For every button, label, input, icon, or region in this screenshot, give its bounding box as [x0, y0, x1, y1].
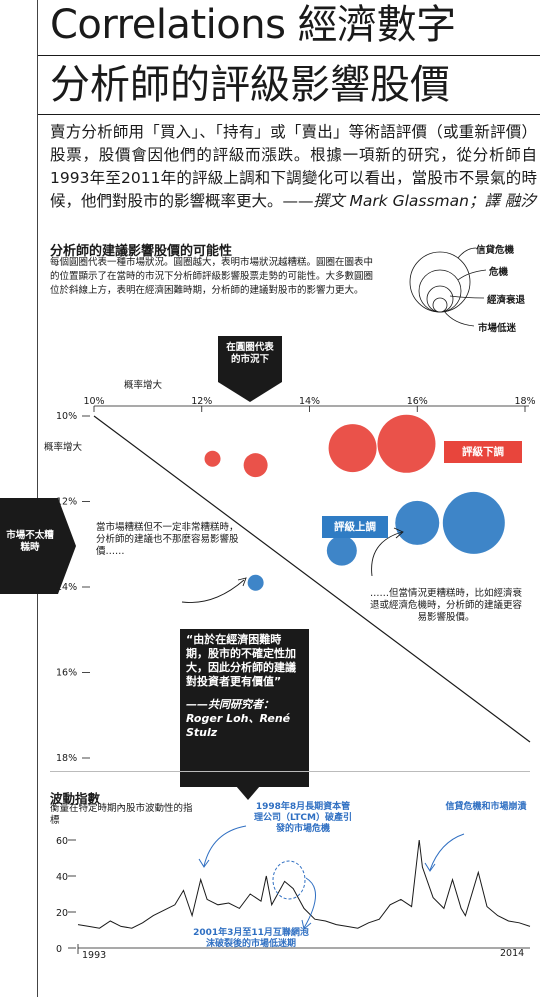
ltcm-arrowhead	[198, 858, 210, 868]
column-title: Correlations 經濟數字	[50, 2, 456, 48]
y-tick-label: 12%	[56, 497, 77, 508]
x-tick-label: 12%	[191, 396, 212, 407]
note-left-arrow	[181, 579, 245, 603]
data-bubble	[395, 500, 440, 545]
y-tick-label: 16%	[56, 668, 77, 679]
diagonal-reference-line	[93, 415, 531, 743]
intro-paragraph: 賣方分析師用「買入」、「持有」或「賣出」等術語評價（或重新評價）股票，股價會因他…	[50, 121, 537, 213]
byline: 撰文 Mark Glassman；譯 融汐	[313, 192, 536, 210]
size-legend	[409, 247, 487, 327]
x-tick-label: 14%	[299, 396, 320, 407]
size-legend-label: 市場低迷	[478, 323, 517, 334]
credit-arrow	[429, 833, 465, 871]
upgrade-badge: 評級上調	[322, 516, 388, 538]
y-axis-label: 概率增大	[44, 441, 83, 453]
note-right-arrow	[371, 531, 403, 577]
bubble-chart-title: 分析師的建議影響股價的可能性	[50, 244, 233, 259]
data-bubble	[442, 491, 505, 554]
credit-crisis-annotation: 信貸危機和市場崩潰	[445, 802, 527, 812]
y-tick-label: 18%	[56, 753, 77, 764]
y-tick-label: 0	[56, 944, 62, 955]
data-bubble	[204, 450, 221, 467]
note-left: 當市場糟糕但不一定非常糟糕時，分析師的建議也不那麼容易影響股價……	[96, 522, 239, 557]
y-tick-label: 40	[56, 872, 68, 883]
data-bubble	[247, 574, 264, 591]
credit-arrowhead	[424, 862, 436, 872]
data-bubble	[326, 535, 357, 566]
section-divider	[50, 771, 530, 772]
intro-text: 賣方分析師用「買入」、「持有」或「賣出」等術語評價（或重新評價）股票，股價會因他…	[50, 123, 537, 210]
quote-box: “由於在經濟困難時期，股市的不確定性加大，因此分析師的建議對投資者更有價值” —…	[180, 629, 309, 787]
left-tab-shape	[0, 498, 76, 594]
dotcom-arrowhead	[301, 919, 312, 930]
note-right-arrowhead	[393, 527, 404, 539]
y-tick-label: 14%	[56, 582, 77, 593]
left-tab-label: 市場不太糟糕時	[6, 530, 54, 553]
x-tick-label: 16%	[407, 396, 428, 407]
circle-meaning-callout: 在圓圈代表的市況下	[226, 342, 274, 365]
size-legend-label: 經濟衰退	[487, 295, 526, 306]
ltcm-arrow	[203, 825, 247, 867]
ltcm-annotation: 1998年8月長期資本管理公司（LTCM）破產引發的市場危機	[254, 802, 352, 834]
dotcom-annotation: 2001年3月至11月互聯網泡沫破裂後的市場低迷期	[193, 928, 309, 949]
headline-divider	[38, 114, 540, 115]
data-bubble	[328, 424, 377, 473]
data-bubble	[377, 414, 436, 473]
quote-pointer	[236, 786, 260, 800]
dotcom-highlight-ellipse	[272, 860, 306, 900]
size-legend-label: 信貸危機	[476, 245, 515, 256]
x-axis-label: 概率增大	[124, 379, 163, 391]
title-divider	[38, 55, 540, 56]
y-tick-label: 10%	[56, 411, 77, 422]
dotcom-arrow	[303, 877, 316, 929]
y-tick-label: 60	[56, 836, 68, 847]
note-right: ……但當情況更糟糕時，比如經濟衰退或經濟危機時，分析師的建議更容易影響股價。	[369, 588, 522, 623]
x-start-label: 1993	[82, 950, 106, 961]
x-tick-label: 10%	[83, 396, 104, 407]
x-tick-label: 18%	[514, 396, 535, 407]
downgrade-badge: 評級下調	[444, 441, 522, 463]
vix-line	[77, 839, 531, 929]
vix-chart: 0 20 40 60 1993 2014	[56, 825, 531, 961]
callout-shape	[218, 336, 282, 402]
note-left-arrowhead	[237, 577, 247, 587]
vix-title: 波動指數	[50, 791, 101, 806]
x-end-label: 2014	[500, 948, 524, 959]
y-tick-label: 20	[56, 908, 68, 919]
vix-subtitle: 衡量在特定時期內股市波動性的指標	[50, 803, 193, 826]
bubble-chart-description: 每個圓圈代表一種市場狀況。圓圈越大，表明市場狀況越糟糕。圓圈在圖表中的位置顯示了…	[50, 257, 374, 296]
headline: 分析師的評級影響股價	[50, 62, 450, 108]
data-bubble	[243, 453, 268, 478]
size-legend-label: 危機	[489, 267, 509, 278]
quote-text: “由於在經濟困難時期，股市的不確定性加大，因此分析師的建議對投資者更有價值”	[186, 633, 296, 688]
quote-author: ——共同研究者：Roger Loh、René Stulz	[186, 698, 291, 739]
